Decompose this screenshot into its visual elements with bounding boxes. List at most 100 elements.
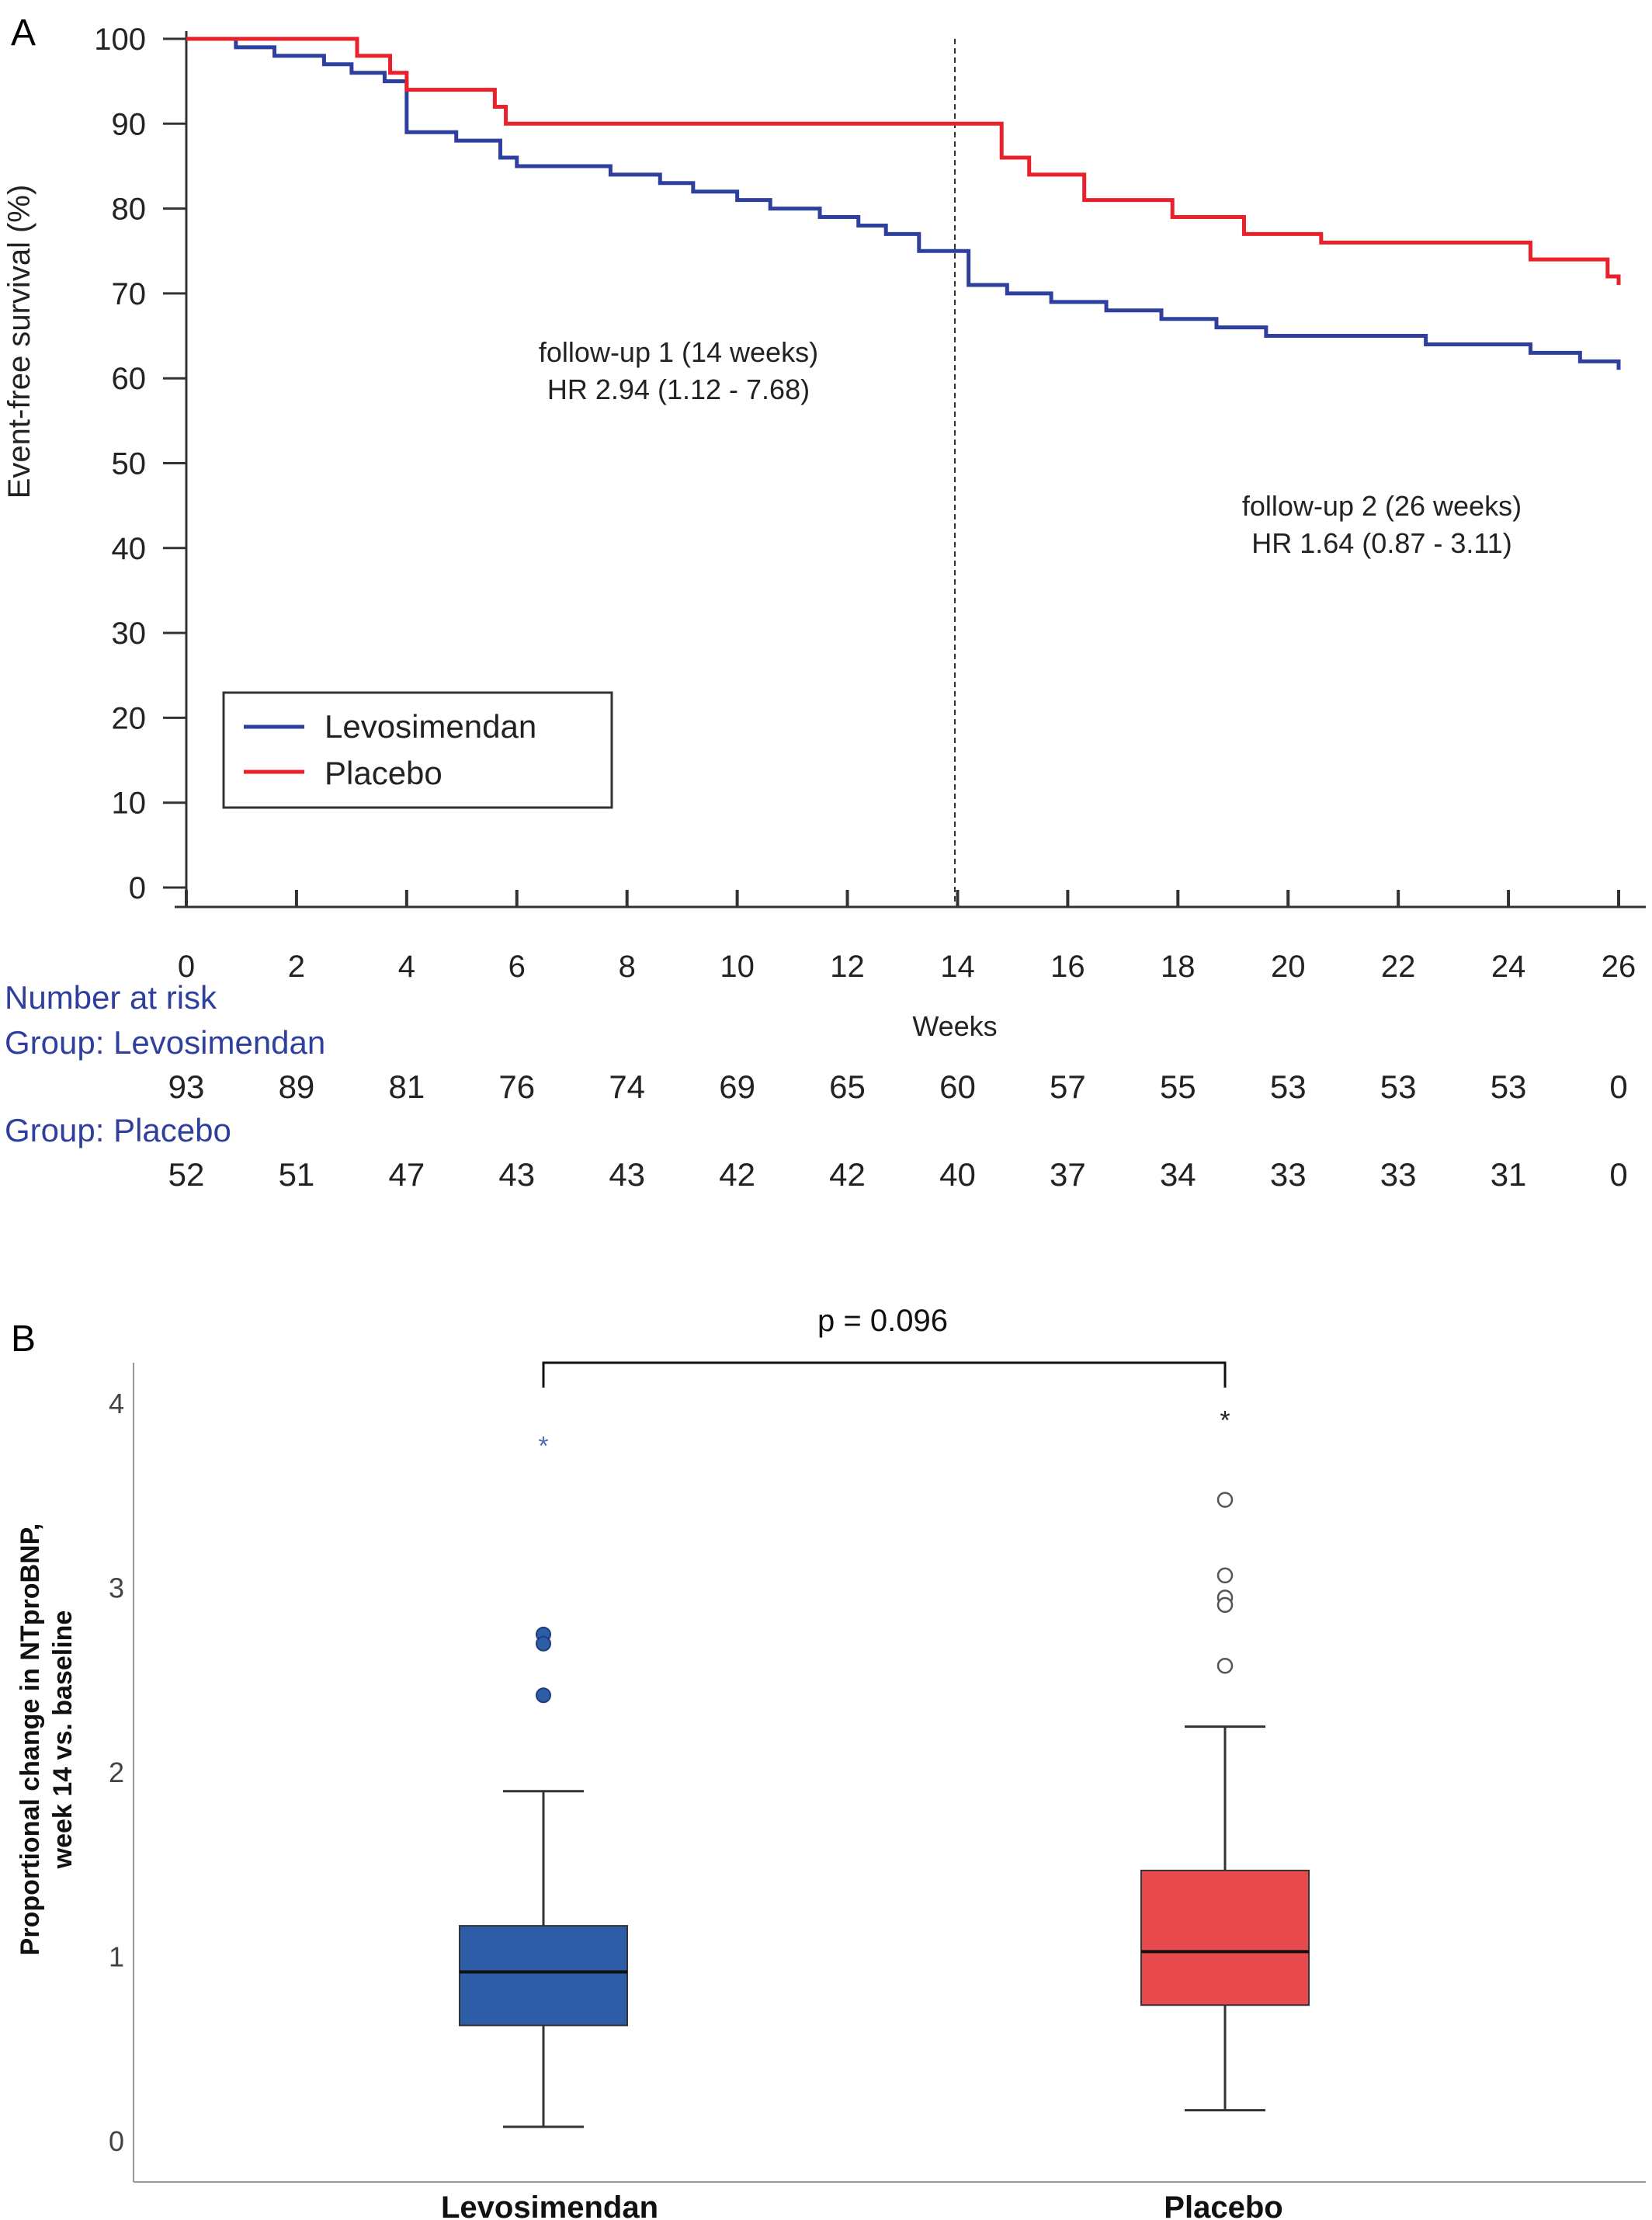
y-tick-label: 0 <box>129 871 146 905</box>
panel-b-ylabel-line2: week 14 vs. baseline <box>48 1610 78 1870</box>
x-tick-label: 22 <box>1381 950 1416 984</box>
y-tick-label: 50 <box>112 447 147 481</box>
box-levosimendan: * <box>459 1432 628 2128</box>
risk-levo-count: 65 <box>829 1068 866 1105</box>
placebo-curve <box>186 36 1621 285</box>
outlier-point <box>536 1635 551 1652</box>
legend: Levosimendan Placebo <box>222 691 613 809</box>
significance-bracket: p = 0.096 <box>542 1304 1227 1388</box>
risk-placebo-count: 42 <box>719 1156 755 1193</box>
y-tick-label: 70 <box>112 277 147 311</box>
risk-placebo-count: 47 <box>388 1156 425 1193</box>
y-tick-label: 20 <box>112 701 147 735</box>
x-tick-label: 18 <box>1161 950 1196 984</box>
risk-placebo-count: 40 <box>939 1156 976 1193</box>
panel-a-letter: A <box>11 12 36 54</box>
outlier-point <box>536 1687 551 1704</box>
panel-b-y-tick-label: 2 <box>109 1756 124 1788</box>
x-tick-label: 10 <box>720 950 755 984</box>
category-label-levosimendan: Levosimendan <box>441 2190 658 2220</box>
x-tick-label: 14 <box>940 950 975 984</box>
risk-levo-count: 53 <box>1270 1068 1307 1105</box>
panel-b-y-axis: 0 1 2 3 4 <box>109 1388 124 2157</box>
risk-table-title: Number at risk <box>5 979 217 1016</box>
x-tick-label: 26 <box>1602 950 1636 984</box>
x-tick-label: 4 <box>398 950 415 984</box>
panel-b-y-tick-label: 4 <box>109 1388 124 1419</box>
panel-b-y-tick-label: 3 <box>109 1572 124 1604</box>
risk-placebo-count: 33 <box>1270 1156 1307 1193</box>
followup2-hr: HR 1.64 (0.87 - 3.11) <box>1251 527 1512 559</box>
box-plots: ** <box>459 1405 1310 2128</box>
y-tick-label: 60 <box>112 362 147 396</box>
iqr-box <box>459 1925 628 2027</box>
legend-placebo-label: Placebo <box>324 755 442 791</box>
panel-a-x-axis: 0 2 4 6 8 10 12 14 16 18 20 22 24 26 <box>175 890 1646 984</box>
y-tick-label: 80 <box>112 193 147 227</box>
levosimendan-curve <box>186 36 1621 370</box>
risk-levo-count: 57 <box>1050 1068 1086 1105</box>
risk-levo-count: 69 <box>719 1068 755 1105</box>
risk-levo-count: 89 <box>279 1068 315 1105</box>
extreme-marker: * <box>538 1432 548 1461</box>
risk-levo-count: 0 <box>1609 1068 1627 1105</box>
legend-levo-label: Levosimendan <box>324 708 536 745</box>
y-tick-label: 90 <box>112 107 147 141</box>
risk-placebo-count: 37 <box>1050 1156 1086 1193</box>
risk-placebo-count: 33 <box>1380 1156 1417 1193</box>
risk-levo-count: 53 <box>1491 1068 1527 1105</box>
risk-group-placebo-label: Group: Placebo <box>5 1112 231 1148</box>
x-tick-label: 24 <box>1491 950 1526 984</box>
x-tick-label: 12 <box>830 950 865 984</box>
risk-placebo-count: 43 <box>609 1156 645 1193</box>
risk-group-levo-label: Group: Levosimendan <box>5 1024 325 1061</box>
risk-placebo-count: 42 <box>829 1156 866 1193</box>
panel-b-letter: B <box>11 1318 36 1360</box>
risk-placebo-count: 52 <box>168 1156 205 1193</box>
panel-b-y-tick-label: 0 <box>109 2125 124 2157</box>
followup1-hr: HR 2.94 (1.12 - 7.68) <box>547 373 810 405</box>
risk-placebo-count: 51 <box>279 1156 315 1193</box>
x-tick-label: 0 <box>178 950 195 984</box>
panel-a-xlabel: Weeks <box>912 1010 997 1042</box>
p-value-label: p = 0.096 <box>817 1304 948 1338</box>
panel-b: B Proportional change in NTproBNP, week … <box>11 1304 1646 2220</box>
category-label-placebo: Placebo <box>1164 2190 1282 2220</box>
panel-b-ylabel-line1: Proportional change in NTproBNP, <box>16 1523 45 1956</box>
panel-b-y-tick-label: 1 <box>109 1941 124 1973</box>
outlier-point <box>1216 1567 1234 1584</box>
risk-levo-count: 60 <box>939 1068 976 1105</box>
risk-placebo-count: 43 <box>498 1156 535 1193</box>
risk-placebo-count: 0 <box>1609 1156 1627 1193</box>
box-placebo: * <box>1140 1405 1310 2112</box>
risk-placebo-count: 31 <box>1491 1156 1527 1193</box>
y-tick-label: 40 <box>112 532 147 566</box>
y-tick-label: 100 <box>94 23 146 57</box>
x-tick-label: 16 <box>1050 950 1085 984</box>
y-tick-label: 30 <box>112 617 147 651</box>
risk-levo-count: 55 <box>1160 1068 1196 1105</box>
survival-curves <box>186 36 1621 370</box>
followup2-label: follow-up 2 (26 weeks) <box>1242 490 1522 522</box>
x-tick-label: 20 <box>1271 950 1306 984</box>
risk-table: 93 52 89 51 81 47 76 43 74 43 69 42 65 42 60 40 57 37 55 34… <box>168 1068 1628 1193</box>
outlier-point <box>1216 1492 1234 1508</box>
extreme-marker: * <box>1220 1405 1230 1435</box>
iqr-box <box>1140 1869 1310 2006</box>
legend-box <box>222 691 613 809</box>
risk-levo-count: 93 <box>168 1068 205 1105</box>
followup1-label: follow-up 1 (14 weeks) <box>539 336 818 368</box>
panel-a-ylabel: Event-free survival (%) <box>2 185 36 499</box>
bracket-line <box>542 1361 1227 1388</box>
risk-placebo-count: 34 <box>1160 1156 1196 1193</box>
outlier-point <box>1216 1596 1234 1614</box>
risk-levo-count: 81 <box>388 1068 425 1105</box>
risk-levo-count: 53 <box>1380 1068 1417 1105</box>
x-tick-label: 8 <box>619 950 636 984</box>
x-tick-label: 6 <box>508 950 526 984</box>
y-tick-label: 10 <box>112 787 147 821</box>
risk-levo-count: 76 <box>498 1068 535 1105</box>
outlier-point <box>1216 1658 1234 1674</box>
risk-levo-count: 74 <box>609 1068 645 1105</box>
